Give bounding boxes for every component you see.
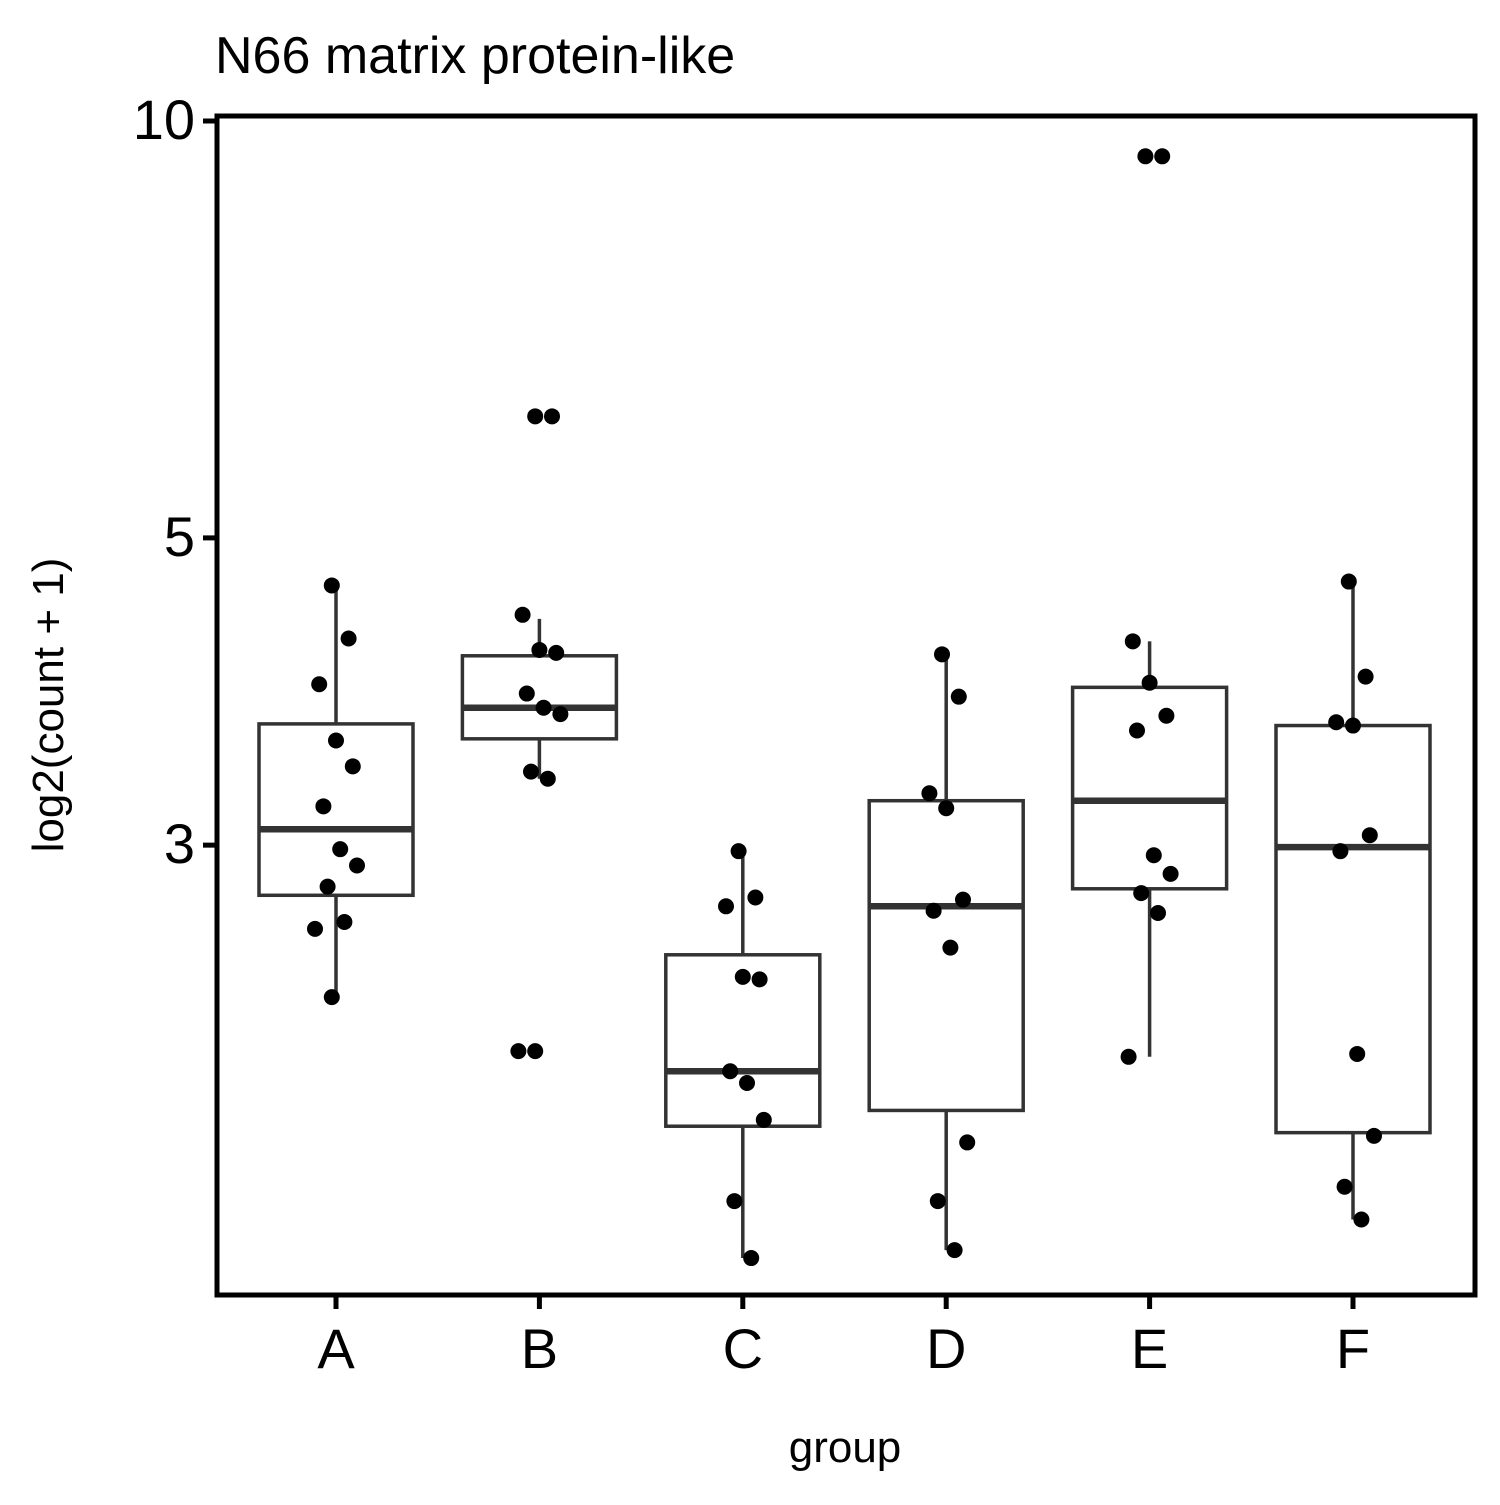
x-tick-label: C <box>723 1317 763 1380</box>
data-point <box>959 1134 976 1151</box>
data-point <box>1141 674 1158 691</box>
box-group-C <box>664 851 822 1259</box>
data-point <box>722 1063 739 1080</box>
y-tick-label: 10 <box>133 88 195 151</box>
data-point <box>523 763 539 780</box>
data-point <box>311 676 328 693</box>
data-point <box>1145 847 1162 864</box>
data-point <box>332 841 349 858</box>
data-point <box>1162 865 1179 882</box>
box-group-D <box>867 654 1025 1251</box>
data-point <box>938 800 955 817</box>
data-point <box>510 1043 527 1060</box>
data-point <box>942 939 959 956</box>
data-point <box>1345 717 1361 734</box>
data-point <box>1154 148 1171 165</box>
data-point <box>1357 668 1374 685</box>
data-point <box>730 843 747 860</box>
data-point <box>340 630 357 647</box>
box-group-F <box>1274 581 1432 1220</box>
data-point <box>921 785 938 802</box>
data-point <box>518 685 535 702</box>
y-axis-label: log2(count + 1) <box>24 558 73 853</box>
data-point <box>527 1043 544 1060</box>
data-point <box>934 646 950 663</box>
x-axis-label: group <box>789 1423 902 1472</box>
y-tick-label: 3 <box>164 812 195 875</box>
data-point <box>1336 1178 1353 1195</box>
data-point <box>336 914 353 931</box>
box <box>867 798 1025 1113</box>
data-point <box>718 898 734 915</box>
data-point <box>1332 843 1349 860</box>
data-point <box>531 641 548 658</box>
x-tick-label: E <box>1131 1317 1168 1380</box>
data-point <box>527 408 544 425</box>
data-point <box>734 968 751 985</box>
chart-title: N66 matrix protein-like <box>215 27 735 85</box>
data-point <box>1129 722 1145 739</box>
data-point <box>1120 1048 1137 1065</box>
x-tick-label: F <box>1336 1317 1370 1380</box>
data-point <box>323 989 340 1006</box>
data-point <box>1133 885 1150 902</box>
data-point <box>1340 573 1357 590</box>
axes: 3 5 10 A B C D E F <box>133 88 1478 1380</box>
data-point <box>344 758 361 775</box>
data-point <box>955 891 971 908</box>
data-point <box>544 408 560 425</box>
data-point <box>535 699 552 716</box>
data-point <box>950 688 967 705</box>
data-point <box>1137 148 1154 165</box>
panel-border <box>214 113 1478 1298</box>
data-point <box>319 878 336 895</box>
data-point <box>539 770 556 787</box>
data-point <box>1366 1127 1382 1144</box>
x-tick-label: B <box>521 1317 558 1380</box>
data-point <box>315 798 332 815</box>
data-point <box>548 644 565 661</box>
box-group-A <box>257 590 415 998</box>
data-point <box>755 1111 772 1128</box>
x-tick-label: D <box>926 1317 966 1380</box>
data-point <box>751 971 768 988</box>
data-point <box>349 857 365 874</box>
box <box>460 654 619 741</box>
data-point <box>1158 707 1175 724</box>
box <box>1274 723 1432 1135</box>
data-point <box>552 706 569 723</box>
data-point <box>1150 904 1166 921</box>
data-point <box>1361 827 1378 844</box>
data-point <box>925 902 942 919</box>
data-point <box>328 732 344 749</box>
data-point <box>307 920 323 937</box>
data-point <box>323 577 340 594</box>
data-point <box>929 1193 946 1210</box>
y-tick-label: 5 <box>164 505 195 568</box>
data-point <box>514 606 531 623</box>
data-point <box>743 1250 760 1267</box>
plot-area <box>257 148 1432 1267</box>
data-point <box>726 1193 743 1210</box>
data-point <box>1349 1045 1366 1062</box>
data-point <box>1124 633 1141 650</box>
data-point <box>739 1075 755 1092</box>
box <box>257 722 415 898</box>
x-tick-label: A <box>317 1317 355 1380</box>
data-point <box>1328 714 1345 731</box>
data-point <box>946 1242 963 1259</box>
data-point <box>747 889 764 906</box>
data-point <box>1353 1211 1370 1228</box>
